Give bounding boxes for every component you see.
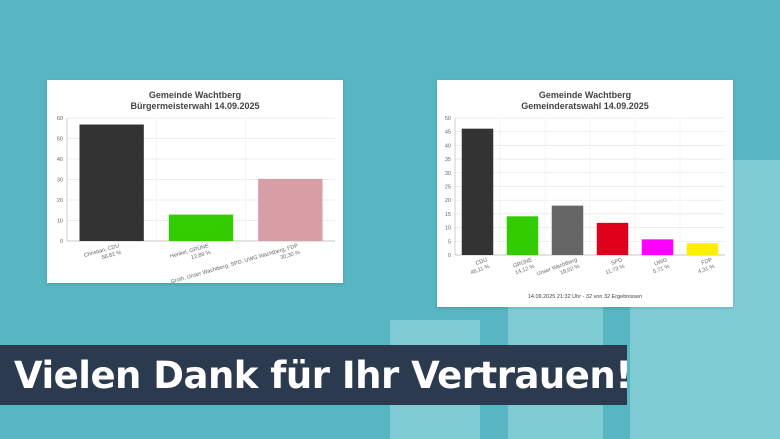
bar-4 [596, 222, 629, 255]
value-label: 4,31 % [697, 264, 715, 276]
bar-1 [461, 128, 494, 255]
y-tick-label: 50 [57, 137, 63, 143]
mayor-election-chart-card: Gemeinde Wachtberg Bürgermeisterwahl 14.… [47, 80, 343, 283]
y-tick-label: 60 [57, 116, 63, 122]
y-tick-label: 15 [445, 212, 451, 218]
y-tick-label: 25 [445, 185, 451, 191]
bar-5 [641, 239, 674, 255]
y-tick-label: 30 [445, 171, 451, 177]
category-label: SPD [611, 257, 624, 267]
category-label: UWG [653, 257, 668, 267]
chart-subtitle: Bürgermeisterwahl 14.09.2025 [130, 101, 260, 111]
bar-2 [506, 216, 539, 255]
chart-title: Gemeinde Wachtberg [538, 90, 632, 100]
y-tick-label: 20 [445, 198, 451, 204]
value-label: 12,89 % [190, 250, 211, 261]
category-label: FDP [701, 257, 714, 267]
y-tick-label: 10 [445, 226, 451, 232]
y-tick-label: 30 [57, 178, 63, 184]
results-footer-note: 14.09.2025 21:32 Uhr - 32 von 32 Ergebni… [527, 294, 643, 300]
bar-1 [79, 124, 144, 241]
council-election-chart-card: Gemeinde Wachtberg Gemeinderatswahl 14.0… [437, 80, 733, 307]
y-tick-label: 5 [448, 239, 451, 245]
bar-2 [168, 214, 234, 241]
y-tick-label: 0 [60, 239, 63, 245]
value-label: 5,71 % [652, 264, 670, 276]
y-tick-label: 20 [57, 198, 63, 204]
bar-3 [258, 178, 323, 241]
y-tick-label: 40 [445, 143, 451, 149]
y-tick-label: 50 [445, 116, 451, 122]
y-tick-label: 40 [57, 157, 63, 163]
bar-6 [686, 243, 719, 255]
y-tick-label: 0 [448, 253, 451, 259]
category-label: CDU [475, 257, 488, 267]
thank-you-banner: Vielen Dank für Ihr Vertrauen! [0, 345, 632, 405]
value-label: 56,82 % [101, 250, 122, 261]
y-tick-label: 10 [57, 219, 63, 225]
y-tick-label: 45 [445, 130, 451, 136]
banner-text: Vielen Dank für Ihr Vertrauen! [14, 353, 632, 397]
bar-3 [551, 205, 584, 255]
value-label: 30,30 % [280, 250, 301, 261]
y-tick-label: 35 [445, 157, 451, 163]
chart-subtitle: Gemeinderatswahl 14.09.2025 [521, 101, 649, 111]
chart-title: Gemeinde Wachtberg [148, 90, 242, 100]
